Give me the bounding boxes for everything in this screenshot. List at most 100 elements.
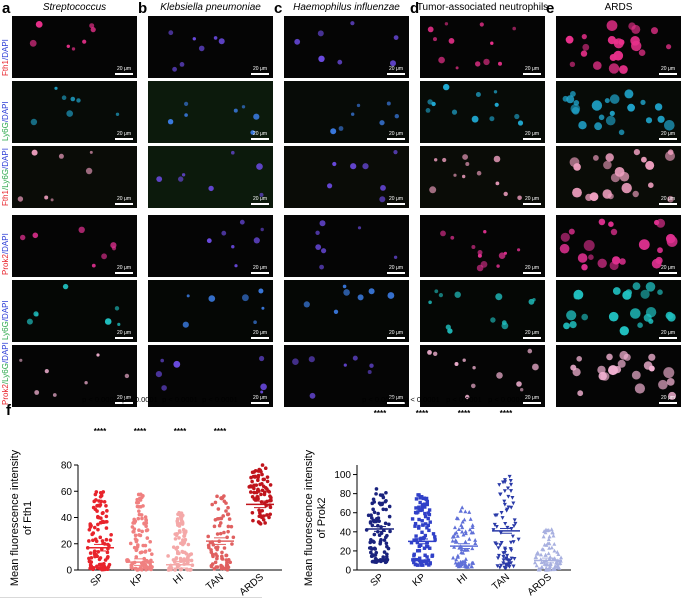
data-point	[206, 534, 211, 539]
data-point	[95, 564, 99, 569]
data-point	[513, 521, 518, 526]
scale-bar: 20 μm	[387, 196, 405, 205]
data-point	[179, 511, 184, 515]
data-point	[259, 492, 263, 497]
cell-nucleus	[387, 292, 395, 299]
scale-bar: 20 μm	[387, 131, 405, 140]
data-point	[511, 564, 516, 569]
micrograph-tile-d-1: 20 μm	[420, 16, 545, 78]
scale-bar-label: 20 μm	[389, 265, 403, 271]
cell-nucleus	[489, 116, 495, 122]
data-point	[421, 563, 425, 567]
cell-nucleus	[66, 110, 73, 117]
data-point	[543, 567, 548, 572]
data-point	[269, 495, 273, 500]
cell-nucleus	[581, 264, 588, 271]
data-point	[453, 539, 458, 544]
cell-nucleus	[71, 47, 76, 51]
data-point	[381, 555, 386, 559]
data-point	[135, 497, 140, 502]
cell-nucleus	[619, 350, 629, 360]
cell-nucleus	[327, 183, 333, 189]
data-point	[225, 512, 230, 517]
data-point	[256, 478, 260, 483]
data-point	[544, 527, 549, 532]
cell-nucleus	[379, 196, 386, 203]
micrograph-tile-a-4: 20 μm	[12, 215, 137, 277]
data-point	[216, 507, 221, 511]
data-point	[461, 532, 466, 537]
data-point	[213, 517, 218, 522]
data-point	[211, 554, 215, 559]
data-point	[551, 533, 556, 538]
cell-nucleus	[572, 368, 581, 377]
data-point	[460, 505, 465, 510]
cell-nucleus	[32, 232, 39, 239]
scale-bar: 20 μm	[523, 265, 541, 274]
scale-bar-label: 20 μm	[525, 66, 539, 72]
cell-nucleus	[465, 394, 470, 400]
data-point	[215, 532, 220, 536]
data-point	[428, 546, 432, 550]
data-point	[257, 508, 261, 512]
data-point	[220, 496, 224, 501]
cell-nucleus	[427, 350, 432, 355]
data-point	[96, 514, 100, 519]
data-point	[268, 498, 272, 503]
cell-nucleus	[480, 261, 488, 268]
data-point	[105, 519, 109, 524]
data-point	[143, 515, 148, 519]
data-point	[101, 562, 105, 567]
data-point	[257, 521, 262, 525]
cell-nucleus	[386, 101, 391, 106]
data-point	[491, 528, 496, 532]
cell-nucleus	[303, 301, 310, 308]
cell-nucleus	[563, 322, 570, 330]
data-point	[497, 483, 502, 487]
data-point	[107, 562, 112, 567]
x-tick-label: KP	[129, 572, 147, 589]
scale-bar: 20 μm	[251, 196, 269, 205]
cell-nucleus	[516, 381, 522, 387]
data-point	[231, 535, 236, 540]
cell-nucleus	[319, 220, 326, 227]
data-point	[136, 516, 141, 521]
data-point	[125, 558, 130, 562]
cell-nucleus	[582, 43, 590, 51]
data-point	[148, 539, 153, 544]
scale-bar-line	[387, 272, 405, 274]
scale-bar-line	[115, 73, 133, 75]
cell-nucleus	[184, 101, 189, 106]
cell-nucleus	[89, 150, 93, 154]
data-point	[507, 474, 512, 479]
prok2-dot-plot: 0 20 40 60 80 100 Mean fluorescence intensity o…	[303, 395, 571, 598]
x-tick-label: SP	[89, 572, 107, 589]
cell-nucleus	[44, 195, 49, 200]
data-point	[250, 494, 255, 499]
data-point	[387, 522, 391, 527]
data-point	[262, 477, 267, 482]
data-point	[262, 514, 266, 518]
scale-bar-label: 20 μm	[661, 66, 675, 72]
micrograph-tile-b-1: 20 μm	[148, 16, 273, 78]
data-point	[265, 475, 270, 479]
micrograph-tile-e-1: 20 μm	[556, 16, 681, 78]
data-point	[503, 566, 508, 571]
cell-nucleus	[609, 110, 615, 116]
micrograph-tile-d-2: 20 μm	[420, 81, 545, 143]
data-point	[413, 521, 418, 526]
data-point	[455, 563, 460, 567]
scale-bar-label: 20 μm	[117, 395, 131, 401]
cell-nucleus	[619, 65, 628, 74]
data-point	[260, 488, 265, 493]
data-point	[92, 552, 97, 556]
scale-bar-line	[523, 402, 541, 404]
data-point	[96, 527, 100, 532]
micrograph-tile-d-5: 20 μm	[420, 280, 545, 342]
cell-nucleus	[657, 289, 663, 295]
data-point	[136, 492, 141, 497]
scale-bar-line	[523, 73, 541, 75]
data-point	[376, 511, 380, 516]
data-point	[455, 553, 460, 558]
y-tick-label: 80	[61, 461, 73, 472]
